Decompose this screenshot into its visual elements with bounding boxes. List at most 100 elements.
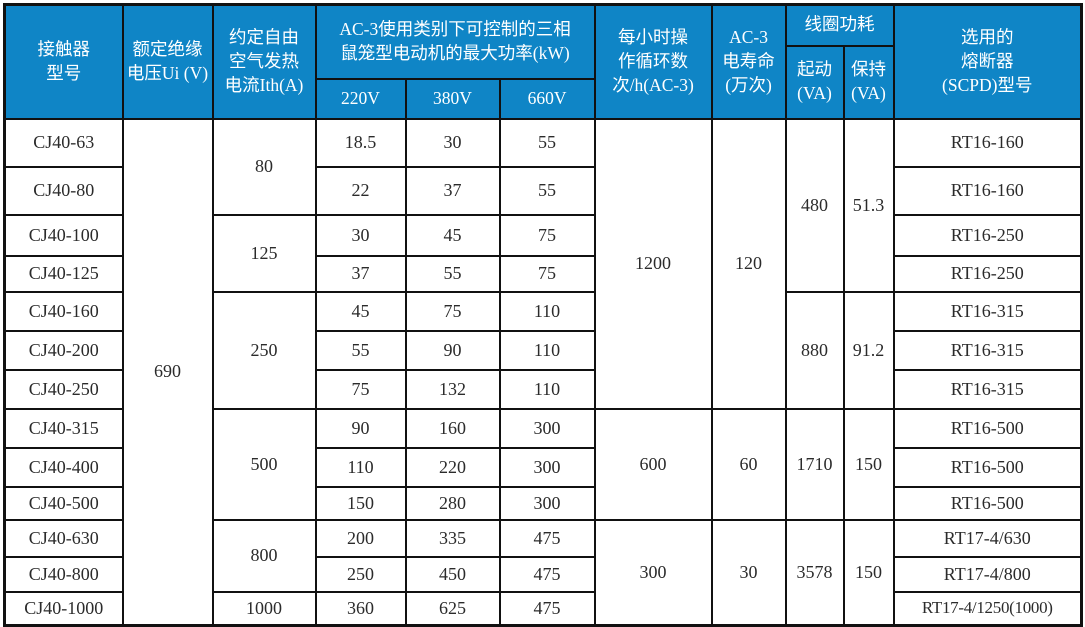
table-row: CJ40-500 150 280 300 RT16-500 — [3, 485, 1083, 521]
cell-model: CJ40-800 — [3, 555, 124, 593]
cell-model: CJ40-1000 — [3, 590, 124, 627]
cell-p380: 90 — [404, 329, 501, 371]
cell-p220: 75 — [314, 368, 407, 410]
cell-model: CJ40-250 — [3, 368, 124, 410]
cell-p660: 110 — [498, 290, 596, 332]
cell-p380: 450 — [404, 555, 501, 593]
cell-ith-500: 500 — [211, 407, 317, 521]
table-row: CJ40-100 125 30 45 75 RT16-250 — [3, 213, 1083, 293]
cell-fuse: RT16-315 — [892, 290, 1083, 332]
cell-p380: 625 — [404, 590, 501, 627]
cell-p380: 30 — [404, 117, 501, 168]
cell-p380: 37 — [404, 165, 501, 216]
cell-life-30: 30 — [710, 518, 787, 627]
cell-p220: 18.5 — [314, 117, 407, 168]
header-rated-voltage: 额定绝缘 电压Ui (V) — [121, 3, 214, 120]
cell-p220: 250 — [314, 555, 407, 593]
cell-life-60: 60 — [710, 407, 787, 521]
cell-model: CJ40-630 — [3, 518, 124, 558]
cell-model: CJ40-400 — [3, 446, 124, 488]
cell-p660: 300 — [498, 407, 596, 449]
cell-fuse: RT16-250 — [892, 254, 1083, 293]
header-coil-hold: 保持 (VA) — [842, 44, 895, 120]
cell-start-880: 880 — [784, 290, 845, 410]
cell-p220: 150 — [314, 485, 407, 521]
cell-p220: 90 — [314, 407, 407, 449]
cell-fuse: RT17-4/1250(1000) — [892, 590, 1083, 627]
table-row: CJ40-160 250 45 75 110 880 91.2 RT16-315 — [3, 290, 1083, 410]
contactor-spec-table: 接触器 型号 额定绝缘 电压Ui (V) 约定自由 空气发热 电流Ith(A) … — [3, 3, 1084, 627]
cell-p380: 75 — [404, 290, 501, 332]
cell-hold-51-3: 51.3 — [842, 117, 895, 293]
cell-model: CJ40-315 — [3, 407, 124, 449]
cell-p660: 75 — [498, 254, 596, 293]
cell-model: CJ40-80 — [3, 165, 124, 216]
cell-p380: 280 — [404, 485, 501, 521]
cell-fuse: RT16-500 — [892, 407, 1083, 449]
cell-p660: 475 — [498, 518, 596, 558]
table-row: CJ40-200 55 90 110 RT16-315 — [3, 329, 1083, 371]
header-row-1: 接触器 型号 额定绝缘 电压Ui (V) 约定自由 空气发热 电流Ith(A) … — [3, 3, 1083, 120]
header-220v: 220V — [314, 77, 407, 120]
cell-p220: 360 — [314, 590, 407, 627]
cell-p220: 110 — [314, 446, 407, 488]
table-row: CJ40-80 22 37 55 RT16-160 — [3, 165, 1083, 216]
table-row: CJ40-800 250 450 475 RT17-4/800 — [3, 555, 1083, 593]
cell-cycles-1200: 1200 — [593, 117, 713, 410]
cell-start-3578: 3578 — [784, 518, 845, 627]
header-operating-cycles: 每小时操 作循环数 次/h(AC-3) — [593, 3, 713, 120]
cell-ith-125: 125 — [211, 213, 317, 293]
table-row: CJ40-400 110 220 300 RT16-500 — [3, 446, 1083, 488]
cell-ith-1000: 1000 — [211, 590, 317, 627]
table-row: CJ40-315 500 90 160 300 600 60 1710 150 … — [3, 407, 1083, 521]
cell-fuse: RT16-160 — [892, 117, 1083, 168]
cell-ith-80: 80 — [211, 117, 317, 216]
cell-p220: 45 — [314, 290, 407, 332]
cell-model: CJ40-63 — [3, 117, 124, 168]
cell-p220: 55 — [314, 329, 407, 371]
header-coil-start: 起动 (VA) — [784, 44, 845, 120]
header-660v: 660V — [498, 77, 596, 120]
table-row: CJ40-250 75 132 110 RT16-315 — [3, 368, 1083, 410]
header-electrical-life: AC-3 电寿命 (万次) — [710, 3, 787, 120]
cell-fuse: RT16-500 — [892, 446, 1083, 488]
cell-p220: 22 — [314, 165, 407, 216]
cell-hold-91-2: 91.2 — [842, 290, 895, 410]
cell-cycles-600: 600 — [593, 407, 713, 521]
cell-fuse: RT17-4/800 — [892, 555, 1083, 593]
cell-p380: 55 — [404, 254, 501, 293]
table-row: CJ40-630 800 200 335 475 300 30 3578 150… — [3, 518, 1083, 627]
cell-fuse: RT16-160 — [892, 165, 1083, 216]
cell-p380: 220 — [404, 446, 501, 488]
cell-model: CJ40-125 — [3, 254, 124, 293]
cell-hold-150b: 150 — [842, 518, 895, 627]
header-380v: 380V — [404, 77, 501, 120]
header-max-power-group: AC-3使用类别下可控制的三相 鼠笼型电动机的最大功率(kW) — [314, 3, 596, 80]
cell-p380: 45 — [404, 213, 501, 257]
cell-p660: 75 — [498, 213, 596, 257]
cell-ith-250: 250 — [211, 290, 317, 410]
cell-p220: 200 — [314, 518, 407, 558]
header-fuse: 选用的 熔断器 (SCPD)型号 — [892, 3, 1083, 120]
cell-fuse: RT16-500 — [892, 485, 1083, 521]
header-row-3: 220V 380V 660V — [5, 77, 1082, 120]
header-model: 接触器 型号 — [3, 3, 124, 120]
table-row: CJ40-63 690 80 18.5 30 55 1200 120 480 5… — [3, 117, 1083, 627]
header-thermal-current: 约定自由 空气发热 电流Ith(A) — [211, 3, 317, 120]
cell-p380: 160 — [404, 407, 501, 449]
cell-p220: 30 — [314, 213, 407, 257]
cell-fuse: RT17-4/630 — [892, 518, 1083, 558]
cell-p660: 55 — [498, 165, 596, 216]
cell-fuse: RT16-315 — [892, 368, 1083, 410]
cell-p660: 300 — [498, 485, 596, 521]
header-coil-power-group: 线圈功耗 — [784, 3, 895, 47]
table-row: CJ40-1000 1000 360 625 475 RT17-4/1250(1… — [3, 590, 1083, 627]
table-row: CJ40-125 37 55 75 RT16-250 — [3, 254, 1083, 293]
cell-p220: 37 — [314, 254, 407, 293]
cell-model: CJ40-500 — [3, 485, 124, 521]
cell-fuse: RT16-315 — [892, 329, 1083, 371]
cell-fuse: RT16-250 — [892, 213, 1083, 257]
cell-cycles-300: 300 — [593, 518, 713, 627]
cell-model: CJ40-100 — [3, 213, 124, 257]
